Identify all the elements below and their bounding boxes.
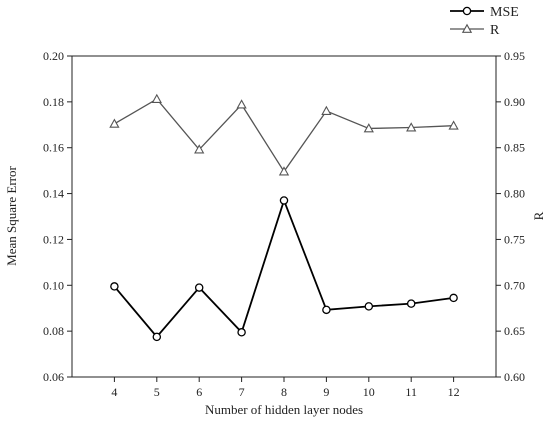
y-tick-label-left: 0.12	[43, 232, 64, 246]
series-line-mse	[113, 197, 454, 339]
legend-label-mse: MSE	[490, 5, 519, 20]
y-tick-label-left: 0.10	[43, 278, 64, 292]
data-point-mse	[194, 283, 204, 292]
y-tick-label-right: 0.65	[504, 324, 525, 338]
series-line-r	[114, 98, 454, 173]
data-point-r	[151, 93, 162, 104]
x-tick-label: 8	[281, 385, 287, 399]
data-point-mse	[279, 196, 289, 205]
y-tick-label-left: 0.20	[43, 49, 64, 63]
y-axis-label-right: R	[531, 211, 546, 220]
data-point-r	[236, 99, 247, 109]
x-tick-label: 5	[154, 385, 160, 399]
y-tick-label-right: 0.95	[504, 49, 525, 63]
data-point-mse	[110, 282, 119, 291]
x-tick-label: 6	[196, 385, 202, 399]
data-point-r	[278, 166, 290, 176]
y-tick-label-left: 0.08	[43, 324, 64, 338]
data-point-mse	[364, 302, 374, 311]
y-tick-label-left: 0.14	[43, 187, 64, 201]
data-point-mse	[237, 328, 246, 337]
y-tick-label-right: 0.80	[504, 187, 525, 201]
y-tick-label-right: 0.85	[504, 141, 525, 155]
right-axis: 0.60 0.65 0.70 0.75 0.80 0.85 0.90 0.95	[496, 49, 525, 384]
data-point-mse	[322, 305, 331, 315]
legend-marker-mse	[462, 6, 472, 16]
y-tick-label-right: 0.90	[504, 95, 525, 109]
y-tick-label-right: 0.70	[504, 278, 525, 292]
data-point-r	[194, 144, 205, 154]
x-tick-label: 9	[323, 385, 329, 399]
y-tick-label-left: 0.16	[43, 141, 64, 155]
y-axis-label-left: Mean Square Error	[4, 166, 19, 266]
y-tick-label-right: 0.75	[504, 232, 525, 246]
data-point-r	[109, 118, 120, 128]
data-point-r	[448, 120, 459, 130]
x-tick-label: 7	[239, 385, 245, 399]
x-tick-label: 10	[363, 385, 375, 399]
data-point-r	[406, 122, 417, 132]
series-layer	[109, 93, 459, 342]
y-tick-label-right: 0.60	[504, 370, 525, 384]
left-axis: 0.06 0.08 0.10 0.12 0.14 0.16 0.18 0.20	[43, 49, 72, 384]
x-tick-label: 11	[405, 385, 417, 399]
legend-marker-r	[461, 23, 473, 33]
data-point-mse	[406, 299, 416, 308]
plot-frame	[71, 55, 497, 378]
x-tick-label: 12	[448, 385, 460, 399]
y-tick-label-left: 0.18	[43, 95, 64, 109]
y-tick-label-left: 0.06	[43, 370, 64, 384]
x-axis: 4 5 6 7 8 9 10 11 12	[111, 377, 460, 399]
x-tick-label: 4	[111, 385, 117, 399]
data-point-mse	[152, 332, 162, 342]
data-point-mse	[449, 293, 458, 303]
legend: MSE R	[450, 5, 519, 38]
legend-label-r: R	[490, 23, 500, 38]
data-point-r	[363, 123, 374, 133]
x-axis-label: Number of hidden layer nodes	[205, 402, 363, 417]
data-point-r	[321, 105, 332, 115]
